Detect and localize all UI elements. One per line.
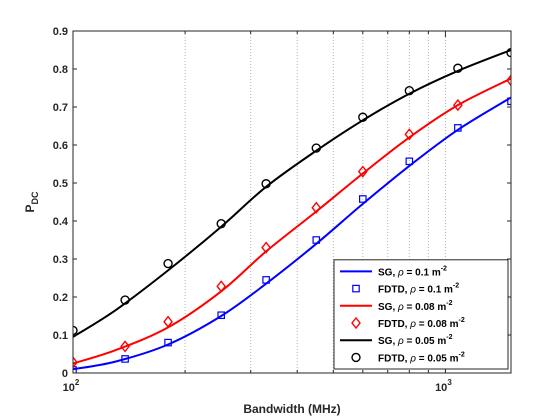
series-line — [73, 49, 511, 338]
data-point-diamond — [73, 356, 78, 369]
legend-entry-5: FDTD, ρ = 0.05 m-2 — [351, 351, 465, 364]
data-point-diamond — [311, 201, 322, 214]
data-point-diamond — [120, 340, 130, 353]
x-tick-label: 103 — [435, 378, 452, 394]
legend-box — [333, 259, 509, 370]
data-point-square — [164, 338, 172, 347]
legend-label: SG, ρ = 0.1 m-2 — [378, 265, 447, 278]
data-point-square — [312, 236, 321, 244]
legend-entry-3: FDTD, ρ = 0.08 m-2 — [351, 316, 465, 330]
series-2 — [73, 77, 511, 365]
legend-entry-0: SG, ρ = 0.1 m-2 — [340, 265, 447, 278]
data-point-diamond — [163, 315, 173, 328]
data-point-diamond — [351, 316, 361, 330]
y-tick-label: 0.4 — [53, 216, 69, 228]
series-5 — [73, 47, 511, 336]
x-tick-label: 102 — [63, 378, 80, 394]
legend-label: FDTD, ρ = 0.05 m-2 — [378, 351, 465, 364]
y-tick-label: 0.8 — [53, 64, 68, 76]
data-point-diamond — [357, 165, 368, 178]
legend: SG, ρ = 0.1 m-2 FDTD, ρ = 0.1 m-2 SG, ρ = … — [333, 259, 509, 370]
data-point-circle — [120, 295, 130, 305]
data-point-circle — [404, 85, 415, 96]
legend-entry-2: SG, ρ = 0.08 m-2 — [340, 300, 453, 313]
data-point-circle — [506, 47, 511, 58]
series-0 — [73, 96, 511, 371]
data-point-square — [454, 124, 462, 132]
series-3 — [73, 74, 511, 369]
data-point-circle — [163, 258, 173, 269]
data-point-circle — [216, 218, 226, 229]
y-axis-label: PDC — [23, 191, 40, 213]
series-line — [73, 96, 511, 371]
data-point-diamond — [261, 241, 272, 254]
data-point-circle — [453, 63, 463, 73]
legend-entry-4: SG, ρ = 0.05 m-2 — [340, 334, 453, 347]
series-4 — [73, 49, 511, 338]
legend-label: SG, ρ = 0.05 m-2 — [378, 334, 453, 347]
data-point-diamond — [216, 280, 227, 293]
data-point-diamond — [452, 98, 463, 112]
data-point-circle — [261, 179, 271, 189]
data-point-square — [121, 355, 129, 363]
data-point-diamond — [404, 128, 415, 141]
plot-frame — [72, 30, 512, 374]
data-point-square — [217, 311, 226, 320]
data-point-square — [405, 157, 414, 166]
y-tick-label: 0.9 — [53, 26, 68, 38]
legend-label: FDTD, ρ = 0.1 m-2 — [378, 283, 459, 296]
y-tick-label: 0.7 — [53, 102, 68, 114]
legend-label: SG, ρ = 0.08 m-2 — [378, 300, 453, 313]
y-tick-label: 0.1 — [53, 330, 68, 342]
data-point-square — [352, 284, 360, 293]
y-tick-label: 0.5 — [53, 178, 68, 190]
y-tick-label: 0.6 — [53, 140, 68, 152]
y-tick-label: 0 — [62, 368, 68, 380]
x-axis-label: Bandwidth (MHz) — [243, 402, 340, 416]
y-axis-label-main: P — [23, 204, 37, 212]
series-line — [73, 77, 511, 365]
y-tick-label: 0.2 — [53, 292, 68, 304]
data-point-square — [262, 276, 270, 284]
data-point-circle — [311, 143, 321, 153]
data-point-circle — [358, 112, 368, 122]
data-point-circle — [351, 352, 361, 363]
y-tick-label: 0.3 — [53, 254, 68, 266]
y-axis-label-sub: DC — [30, 191, 40, 204]
data-point-diamond — [506, 74, 511, 87]
axes: 0 0.1 0.2 0.3 0.4 0.5 0.6 0.7 0.8 0.9 102 103 — [53, 26, 511, 394]
legend-entry-1: FDTD, ρ = 0.1 m-2 — [352, 283, 459, 296]
data-point-square — [358, 195, 367, 203]
data-point-circle — [73, 325, 78, 336]
legend-label: FDTD, ρ = 0.08 m-2 — [378, 317, 465, 330]
series-layer — [73, 47, 511, 373]
